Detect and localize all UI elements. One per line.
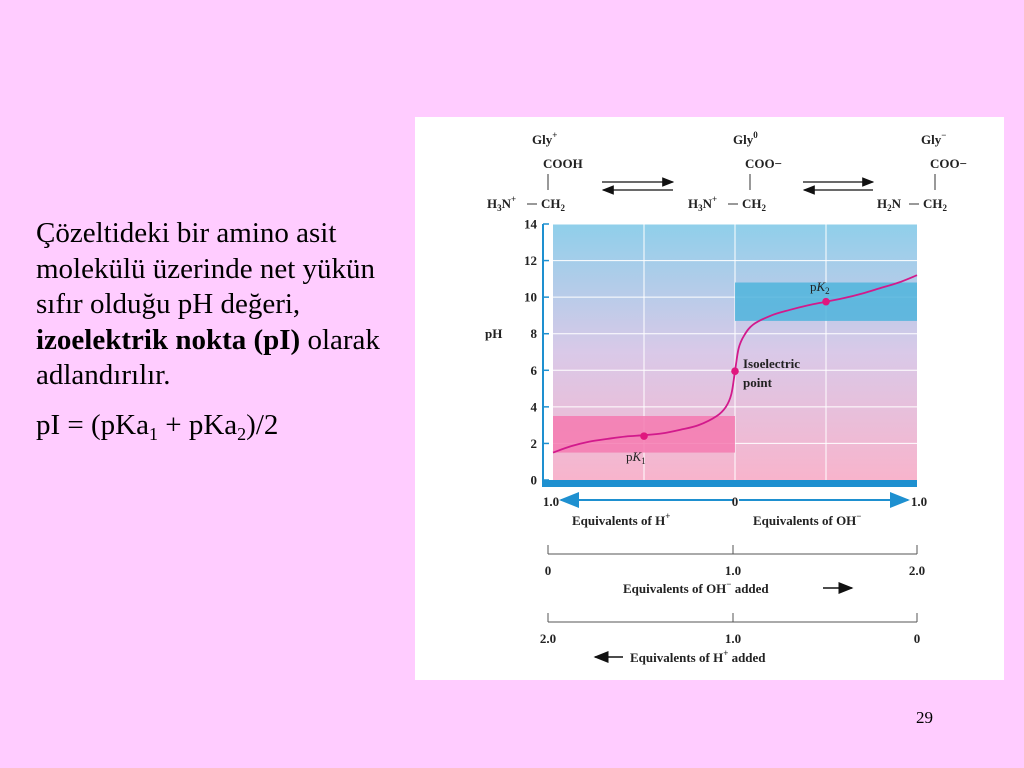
page-number: 29 <box>916 708 933 727</box>
isoelectric-label-1: Isoelectric <box>743 356 800 371</box>
species-3-bottom: CH2 <box>923 196 948 213</box>
formula-prefix: pI = (pKa <box>36 408 149 441</box>
oh-added-tick-2: 2.0 <box>909 563 925 578</box>
point-pk2 <box>822 297 830 306</box>
species-header: Gly+ COOH H3N+ CH2 Gly0 COO− H3N+ CH2 <box>487 130 967 213</box>
x-top-tick-mid: 0 <box>732 494 739 509</box>
species-3-left: H2N <box>877 196 902 213</box>
y-axis-label: pH <box>485 326 502 341</box>
equilibrium-arrows-1 <box>601 177 675 195</box>
definition-part-1: Çözeltideki bir amino asit molekülü üzer… <box>36 217 376 320</box>
species-gly-minus: Gly− COO− H2N CH2 <box>877 130 967 213</box>
y-axis-ticks: 0 2 4 6 8 10 12 14 <box>524 217 549 488</box>
formula-suffix: )/2 <box>246 408 279 441</box>
species-2-name: Gly0 <box>733 130 758 147</box>
definition-text: Çözeltideki bir amino asit molekülü üzer… <box>36 216 408 443</box>
h-added-tick-1: 1.0 <box>725 631 741 646</box>
pk2-label: pK2 <box>810 279 830 296</box>
y-tick-label-10: 10 <box>524 290 537 305</box>
x-top-tick-right: 1.0 <box>911 494 927 509</box>
formula-mid: + pKa <box>157 408 238 441</box>
titration-figure: Gly+ COOH H3N+ CH2 Gly0 COO− H3N+ CH2 <box>415 117 1004 680</box>
x-top-tick-left: 1.0 <box>543 494 559 509</box>
isoelectric-label-2: point <box>743 375 773 390</box>
h-added-tick-2: 0 <box>914 631 921 646</box>
y-tick-label-0: 0 <box>531 473 538 488</box>
species-gly-zero: Gly0 COO− H3N+ CH2 <box>688 130 782 213</box>
x-axis-h-added: 2.0 1.0 0 Equivalents of H+ added <box>540 613 920 665</box>
species-1-bottom: CH2 <box>541 196 566 213</box>
species-1-name: Gly+ <box>532 130 557 147</box>
species-1-top: COOH <box>543 156 583 171</box>
definition-term: izoelektrik nokta (pI) <box>36 323 301 356</box>
species-1-left: H3N+ <box>487 194 516 213</box>
species-3-name: Gly− <box>921 130 946 147</box>
species-gly-plus: Gly+ COOH H3N+ CH2 <box>487 130 583 213</box>
point-pk1 <box>640 432 648 440</box>
y-tick-label-6: 6 <box>531 363 538 378</box>
y-tick-label-12: 12 <box>524 253 537 268</box>
formula-sub2: 2 <box>237 423 247 444</box>
h-added-tick-0: 2.0 <box>540 631 556 646</box>
x-top-caption-left: Equivalents of H+ <box>572 511 670 528</box>
pi-formula: pI = (pKa1 + pKa2)/2 <box>36 408 408 444</box>
h-added-caption: Equivalents of H+ added <box>630 648 766 665</box>
pk1-label: pK1 <box>626 449 646 466</box>
oh-added-caption: Equivalents of OH− added <box>623 579 769 596</box>
equilibrium-arrows-2 <box>802 177 875 195</box>
y-tick-label-8: 8 <box>531 326 538 341</box>
species-2-left: H3N+ <box>688 194 717 213</box>
x-axis-equivalents: 1.0 0 1.0 Equivalents of H+ Equivalents … <box>543 480 927 528</box>
oh-added-tick-1: 1.0 <box>725 563 741 578</box>
y-tick-label-2: 2 <box>531 436 538 451</box>
titration-chart: Gly+ COOH H3N+ CH2 Gly0 COO− H3N+ CH2 <box>485 130 967 665</box>
species-2-top: COO− <box>745 156 782 171</box>
x-axis-oh-added: 0 1.0 2.0 Equivalents of OH− added <box>545 545 925 596</box>
species-3-top: COO− <box>930 156 967 171</box>
definition-part-2: olarak adlandırılır. <box>36 323 380 392</box>
definition-paragraph: Çözeltideki bir amino asit molekülü üzer… <box>36 216 408 394</box>
y-tick-label-4: 4 <box>531 399 538 414</box>
point-isoelectric-point <box>731 367 739 375</box>
oh-added-tick-0: 0 <box>545 563 552 578</box>
titration-points-layer <box>640 297 830 440</box>
x-top-caption-right: Equivalents of OH− <box>753 511 861 528</box>
y-tick-label-14: 14 <box>524 217 538 232</box>
species-2-bottom: CH2 <box>742 196 767 213</box>
formula-sub1: 1 <box>148 423 158 444</box>
